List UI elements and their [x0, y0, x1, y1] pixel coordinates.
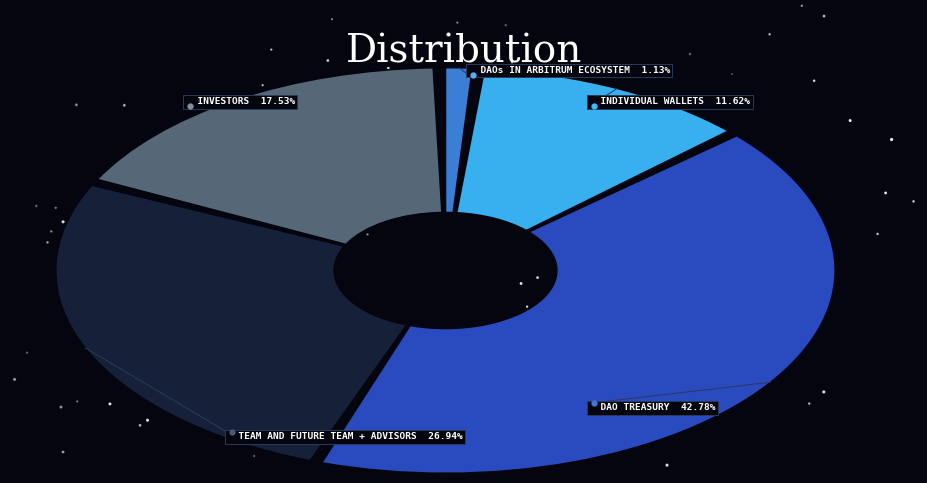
Point: [450, 19, 464, 27]
Point: [247, 452, 261, 460]
Point: [44, 227, 58, 235]
Point: [883, 136, 898, 143]
Point: [263, 46, 278, 54]
Point: [812, 312, 827, 319]
Point: [730, 95, 745, 103]
Point: [19, 349, 34, 356]
Wedge shape: [97, 68, 441, 244]
Point: [724, 70, 739, 78]
Point: [485, 361, 500, 369]
Point: [266, 373, 281, 381]
Text: INDIVIDUAL WALLETS  11.62%: INDIVIDUAL WALLETS 11.62%: [589, 97, 749, 106]
Point: [269, 119, 284, 127]
Text: Distribution: Distribution: [346, 34, 581, 71]
Point: [801, 399, 816, 407]
Point: [705, 97, 719, 104]
Point: [529, 274, 544, 282]
Wedge shape: [456, 69, 728, 230]
Point: [682, 50, 697, 58]
Point: [320, 57, 335, 64]
Text: TEAM AND FUTURE TEAM + ADVISORS  26.94%: TEAM AND FUTURE TEAM + ADVISORS 26.94%: [227, 432, 463, 441]
Point: [597, 440, 612, 448]
Point: [658, 262, 673, 270]
Text: DAO TREASURY  42.78%: DAO TREASURY 42.78%: [589, 403, 715, 412]
Point: [117, 101, 132, 109]
Point: [722, 260, 737, 268]
Point: [618, 316, 633, 324]
Point: [54, 403, 69, 411]
Point: [354, 86, 369, 94]
Point: [255, 81, 270, 89]
Point: [806, 77, 820, 85]
Point: [441, 126, 456, 133]
Point: [56, 218, 70, 226]
Point: [731, 246, 746, 254]
Point: [126, 329, 141, 337]
Point: [514, 280, 528, 287]
Point: [177, 241, 192, 249]
Point: [324, 15, 339, 23]
Point: [842, 117, 857, 125]
Point: [519, 303, 534, 311]
Text: INVESTORS  17.53%: INVESTORS 17.53%: [185, 97, 295, 106]
Wedge shape: [56, 185, 406, 461]
Point: [48, 204, 63, 212]
Point: [211, 367, 226, 375]
Point: [360, 230, 375, 238]
Point: [877, 189, 892, 197]
Point: [620, 160, 635, 168]
Point: [133, 422, 147, 429]
Point: [380, 64, 395, 72]
Point: [794, 2, 808, 10]
Text: DAOs IN ARBITRUM ECOSYSTEM  1.13%: DAOs IN ARBITRUM ECOSYSTEM 1.13%: [468, 66, 669, 75]
Point: [281, 165, 296, 173]
Point: [603, 147, 618, 155]
Point: [69, 101, 83, 109]
Point: [870, 230, 884, 238]
Point: [70, 398, 84, 405]
Point: [140, 416, 155, 424]
Point: [547, 135, 562, 142]
Point: [498, 21, 513, 29]
Point: [7, 375, 22, 383]
Point: [584, 170, 599, 177]
Point: [713, 168, 728, 176]
Point: [102, 400, 117, 408]
Point: [531, 366, 546, 373]
Point: [504, 58, 519, 66]
Point: [656, 132, 671, 140]
Point: [405, 330, 420, 338]
Point: [601, 243, 616, 251]
Point: [761, 30, 776, 38]
Point: [720, 232, 735, 240]
Point: [40, 239, 55, 246]
Point: [816, 388, 831, 396]
Point: [29, 202, 44, 210]
Point: [816, 12, 831, 20]
Point: [789, 291, 804, 298]
Point: [769, 245, 784, 253]
Point: [905, 198, 920, 205]
Point: [56, 448, 70, 456]
Point: [171, 128, 185, 136]
Point: [70, 247, 84, 255]
Wedge shape: [322, 136, 834, 473]
Point: [635, 64, 650, 72]
Point: [527, 428, 541, 436]
Point: [398, 143, 413, 151]
Point: [175, 305, 190, 313]
Wedge shape: [445, 68, 472, 213]
Point: [476, 365, 490, 373]
Point: [659, 461, 674, 469]
Point: [763, 236, 778, 243]
Point: [113, 197, 128, 204]
